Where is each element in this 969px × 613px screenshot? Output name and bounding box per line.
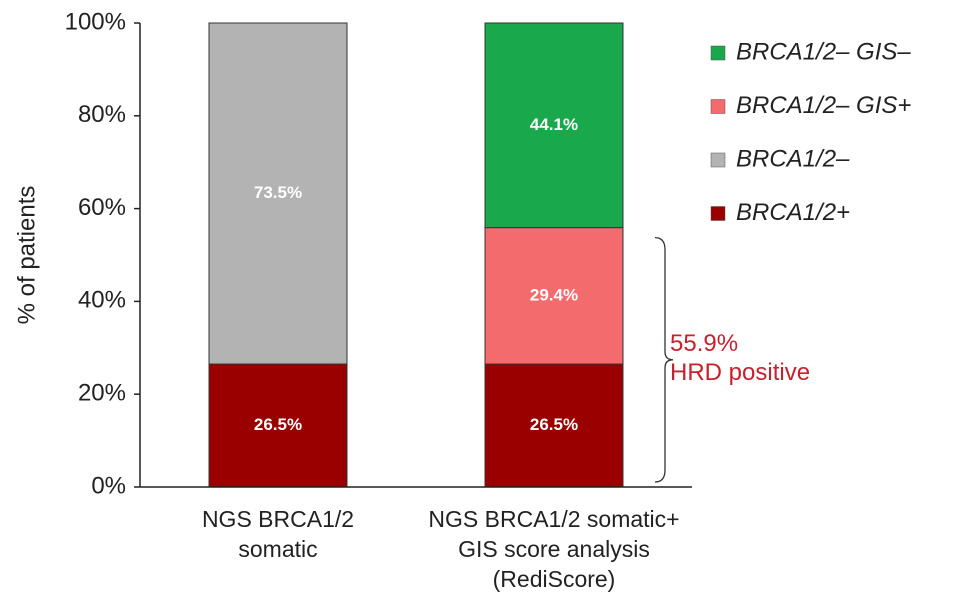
legend-swatch: [710, 45, 726, 61]
value-label: 44.1%: [530, 115, 578, 134]
value-label: 73.5%: [254, 183, 302, 202]
value-label: 26.5%: [530, 415, 578, 434]
value-label: 26.5%: [254, 415, 302, 434]
bracket: [654, 236, 674, 483]
y-tick-label: 20%: [78, 380, 126, 407]
y-tick-label: 80%: [78, 101, 126, 128]
y-tick-label: 60%: [78, 194, 126, 221]
bar-segment: [484, 22, 624, 229]
y-tick-label: 0%: [91, 472, 126, 499]
bar-segment: [484, 363, 624, 488]
legend-label: BRCA1/2–: [736, 145, 850, 172]
legend-swatch: [710, 99, 726, 114]
x-tick-label: NGS BRCA1/2 somatic: [202, 506, 354, 562]
legend-swatch: [710, 206, 726, 221]
legend-label: BRCA1/2– GIS–: [736, 38, 911, 65]
value-label: 29.4%: [530, 285, 578, 304]
y-tick-label: 40%: [78, 287, 126, 314]
y-tick-label: 100%: [65, 8, 126, 35]
annotation-value: 55.9%: [670, 330, 738, 357]
bar-segment: [208, 22, 348, 365]
annotation-text: HRD positive: [670, 359, 810, 386]
legend-label: BRCA1/2– GIS+: [736, 92, 911, 119]
legend-swatch: [710, 152, 726, 168]
y-axis-label: % of patients: [13, 186, 40, 325]
x-tick-label: NGS BRCA1/2 somatic+ GIS score analysis (R…: [428, 506, 679, 592]
legend-label: BRCA1/2+: [736, 199, 850, 226]
